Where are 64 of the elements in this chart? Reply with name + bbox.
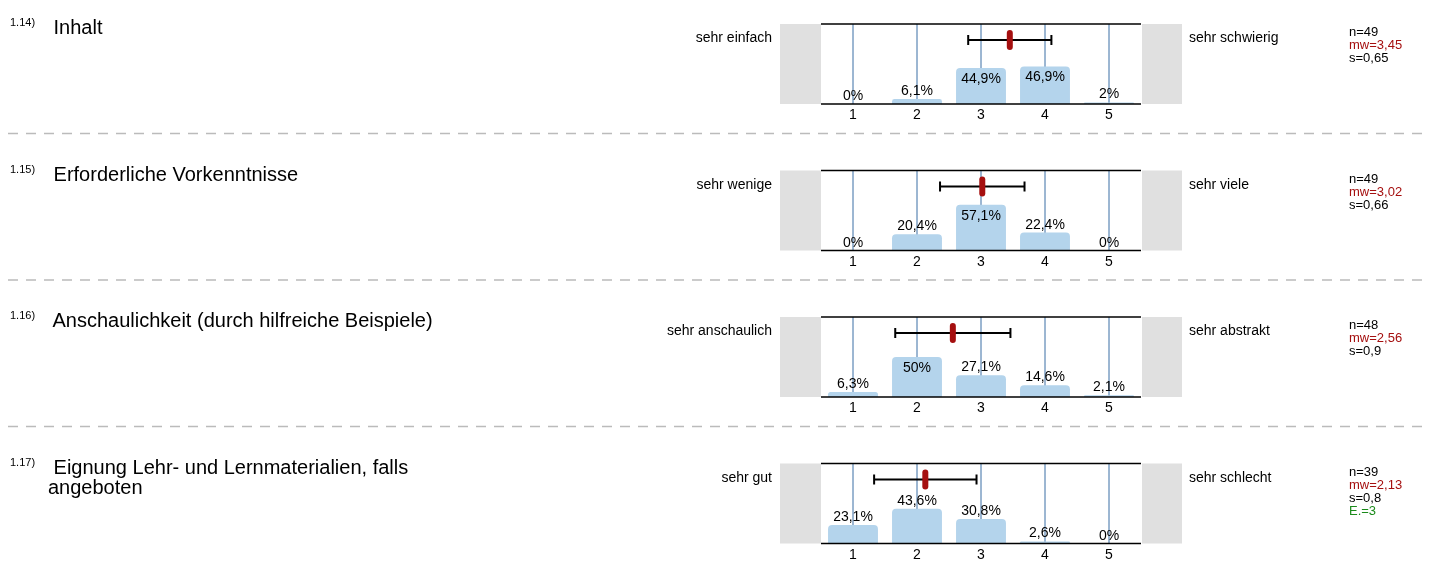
- x-tick-label: 2: [913, 545, 922, 562]
- chart-title: $^{1.14)}$ Inhalt: [10, 16, 103, 38]
- x-tick-label: 4: [1041, 252, 1050, 269]
- x-tick-label: 1: [849, 399, 858, 415]
- data-label: 2,6%: [1029, 524, 1061, 541]
- x-tick-label: 1: [849, 252, 858, 269]
- data-label: 2%: [1098, 85, 1120, 102]
- x-tick-label: 4: [1041, 399, 1050, 415]
- text: mw=2,56: [1349, 330, 1403, 345]
- text: s=0,65: [1349, 50, 1389, 65]
- data-label: 46,9%: [1025, 68, 1065, 85]
- x-tick-label: 3: [977, 399, 986, 415]
- data-label: 50%: [902, 359, 932, 376]
- chart-title: $^{1.16)}$ Anschaulichkeit (durch hilfreiche Beispiele): [10, 309, 433, 331]
- text: n=48: [1349, 317, 1379, 332]
- text: sehr gut: [721, 468, 773, 485]
- data-label: 23,1%: [833, 508, 873, 525]
- x-tick-label: 4: [1041, 106, 1050, 122]
- text: n=39: [1349, 463, 1379, 479]
- x-tick-label: 3: [977, 252, 986, 269]
- text: s=0,9: [1349, 343, 1382, 358]
- x-tick-label: 5: [1105, 106, 1114, 122]
- text: sehr abstrakt: [1189, 322, 1271, 338]
- data-label: 20,4%: [897, 217, 937, 234]
- text: mw=3,02: [1349, 183, 1403, 199]
- x-tick-label: 5: [1105, 545, 1114, 562]
- data-label: 0%: [842, 233, 864, 250]
- chart-title: $^{1.15)}$ Erforderliche Vorkenntnisse: [10, 162, 299, 185]
- text: E.=3: [1349, 502, 1377, 518]
- data-label: 6,3%: [837, 374, 869, 391]
- text: sehr schlecht: [1189, 468, 1272, 485]
- data-label: 2,1%: [1093, 378, 1125, 395]
- text: sehr viele: [1189, 175, 1250, 192]
- x-tick-label: 1: [849, 545, 858, 562]
- x-tick-label: 2: [913, 252, 922, 269]
- x-tick-label: 5: [1105, 252, 1114, 269]
- chart-title: $^{1.17)}$ Eignung Lehr- und Lernmaterialien, falls angeboten: [10, 455, 409, 498]
- data-label: 27,1%: [961, 358, 1001, 375]
- x-tick-label: 2: [913, 399, 922, 415]
- data-label: 30,8%: [961, 501, 1001, 518]
- text: n=49: [1349, 24, 1379, 39]
- text: s=0,8: [1349, 489, 1382, 505]
- data-label: 43,6%: [897, 491, 937, 508]
- x-tick-label: 4: [1041, 545, 1050, 562]
- data-label: 0%: [1098, 526, 1120, 543]
- x-tick-label: 3: [977, 106, 986, 122]
- data-label: 14,6%: [1025, 368, 1065, 385]
- x-tick-label: 5: [1105, 399, 1114, 415]
- x-tick-label: 2: [913, 106, 922, 122]
- text: n=49: [1349, 170, 1379, 186]
- data-label: 57,1%: [961, 206, 1001, 223]
- text: sehr wenige: [696, 175, 773, 192]
- text: mw=3,45: [1349, 37, 1403, 52]
- text: sehr einfach: [695, 29, 772, 45]
- data-label: 22,4%: [1025, 215, 1065, 232]
- data-label: 0%: [1098, 233, 1120, 250]
- x-tick-label: 1: [849, 106, 858, 122]
- text: sehr anschaulich: [666, 322, 772, 338]
- text: mw=2,13: [1349, 476, 1403, 492]
- data-label: 44,9%: [961, 70, 1001, 87]
- data-label: 6,1%: [901, 82, 933, 99]
- data-label: 0%: [842, 87, 864, 103]
- text: sehr schwierig: [1189, 29, 1279, 45]
- x-tick-label: 3: [977, 545, 986, 562]
